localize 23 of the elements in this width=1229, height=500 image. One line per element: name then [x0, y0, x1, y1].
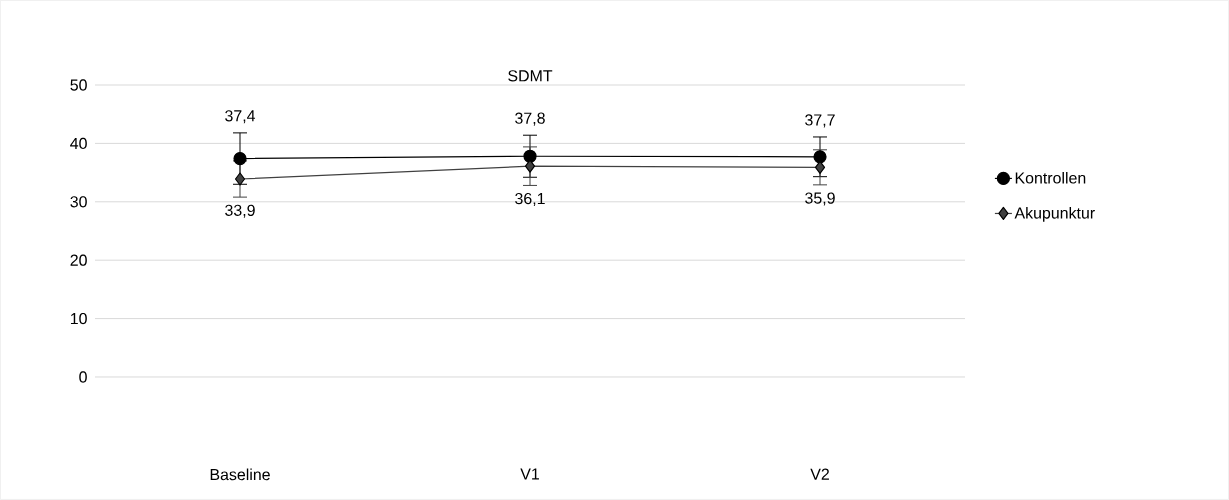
data-label: 35,9	[805, 192, 835, 206]
y-tick-label: 30	[70, 196, 87, 208]
x-tick-label: Baseline	[210, 468, 270, 481]
y-tick-label: 0	[79, 371, 87, 383]
y-tick-label: 20	[70, 254, 87, 266]
chart-title: SDMT	[508, 70, 553, 82]
y-tick-label: 40	[70, 137, 87, 150]
point	[524, 159, 536, 173]
data-label: 37,4	[225, 110, 256, 124]
point	[234, 172, 246, 186]
x-tick-label: V2	[810, 468, 829, 480]
data-label: 37,8	[515, 112, 545, 126]
data-label: 33,9	[225, 204, 255, 218]
data-label: 37,7	[805, 114, 835, 128]
x-tick-label: V1	[520, 468, 539, 480]
point	[813, 150, 827, 164]
legend-label: Akupunktur	[1014, 206, 1095, 222]
y-tick-label: 10	[70, 312, 87, 325]
point	[233, 151, 247, 166]
point	[523, 149, 537, 163]
data-label: 36,1	[515, 192, 545, 207]
legend-label: Kontrollen	[1015, 171, 1086, 184]
y-tick-label: 50	[70, 79, 87, 91]
